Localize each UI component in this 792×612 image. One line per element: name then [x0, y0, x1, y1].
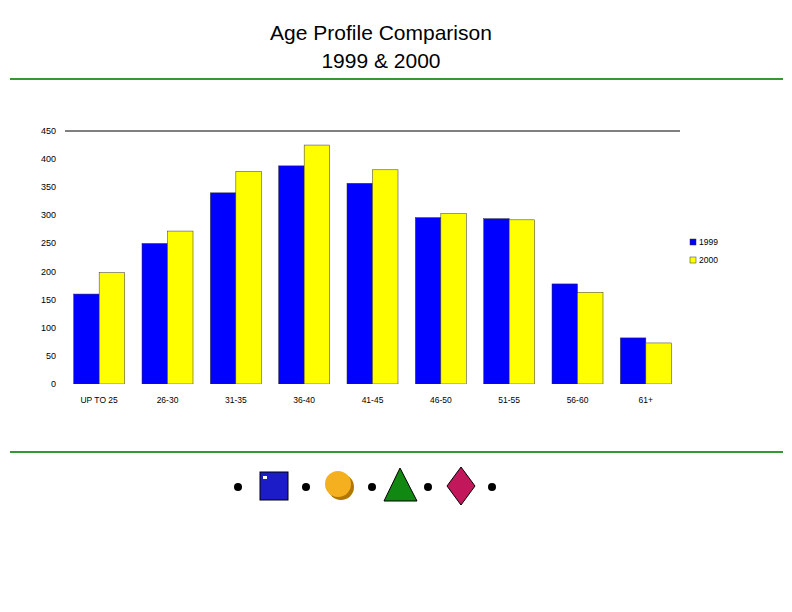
y-tick — [62, 271, 65, 272]
y-tick-label: 450 — [41, 126, 56, 136]
x-tick-label: UP TO 25 — [80, 395, 118, 405]
y-tick-label: 200 — [41, 267, 56, 277]
y-tick — [62, 299, 65, 300]
y-tick-label: 150 — [41, 295, 56, 305]
bar — [210, 193, 236, 384]
legend-label: 1999 — [699, 237, 718, 247]
y-tick — [62, 159, 65, 160]
x-tick-label: 46-50 — [430, 395, 452, 405]
x-tick-label: 31-35 — [225, 395, 247, 405]
bar — [578, 292, 604, 384]
y-tick — [62, 327, 65, 328]
bar — [441, 214, 467, 384]
deco-square — [260, 472, 288, 500]
bar — [236, 171, 261, 384]
bar — [347, 183, 373, 384]
y-tick-label: 350 — [41, 182, 56, 192]
x-tick-label: 36-40 — [293, 395, 315, 405]
bar — [415, 218, 441, 384]
bar — [552, 284, 578, 384]
chart-svg: Age Profile Comparison 1999 & 2000 0 50 100 1… — [0, 0, 792, 612]
y-tick-label: 50 — [46, 351, 56, 361]
y-tick — [62, 215, 65, 216]
rule-top — [10, 78, 783, 80]
legend-swatch — [690, 239, 696, 245]
y-tick — [62, 355, 65, 356]
x-tick-label: 26-30 — [157, 395, 179, 405]
legend: 1999 2000 — [690, 237, 718, 265]
deco-square-shine — [263, 476, 267, 479]
y-tick-label: 0 — [51, 379, 56, 389]
y-tick-label: 100 — [41, 323, 56, 333]
bars — [74, 145, 672, 384]
bar — [509, 220, 534, 384]
x-tick-label: 61+ — [639, 395, 653, 405]
bar — [373, 170, 399, 384]
deco-diamond — [447, 467, 475, 505]
legend-label: 2000 — [699, 255, 718, 265]
deco-dot — [368, 483, 376, 491]
deco-dot — [234, 483, 242, 491]
deco-circle — [325, 471, 351, 497]
bar — [142, 243, 168, 384]
bar — [484, 219, 510, 384]
bar — [99, 273, 125, 384]
y-tick-label: 400 — [41, 154, 56, 164]
y-tick — [62, 384, 65, 385]
plot-top-line — [65, 131, 680, 132]
deco-dot — [488, 483, 496, 491]
bar — [74, 294, 100, 384]
x-tick-label: 51-55 — [498, 395, 520, 405]
deco-dot — [424, 483, 432, 491]
y-tick — [62, 187, 65, 188]
bar — [620, 338, 646, 384]
deco-dot — [302, 483, 310, 491]
y-tick-label: 250 — [41, 238, 56, 248]
y-tick — [62, 243, 65, 244]
bar — [168, 231, 194, 384]
x-tick-label: 56-60 — [567, 395, 589, 405]
deco-triangle — [384, 468, 417, 501]
y-tick-label: 300 — [41, 210, 56, 220]
x-tick-label: 41-45 — [362, 395, 384, 405]
title: Age Profile Comparison — [270, 21, 492, 44]
legend-swatch — [690, 257, 696, 263]
chart-root: Age Profile Comparison 1999 & 2000 0 50 100 1… — [0, 0, 792, 612]
subtitle: 1999 & 2000 — [321, 49, 440, 72]
y-tick — [62, 131, 65, 132]
bar — [279, 166, 305, 384]
decoration — [234, 467, 496, 505]
rule-bottom — [10, 451, 783, 453]
bar — [646, 343, 672, 384]
bar — [304, 145, 330, 384]
